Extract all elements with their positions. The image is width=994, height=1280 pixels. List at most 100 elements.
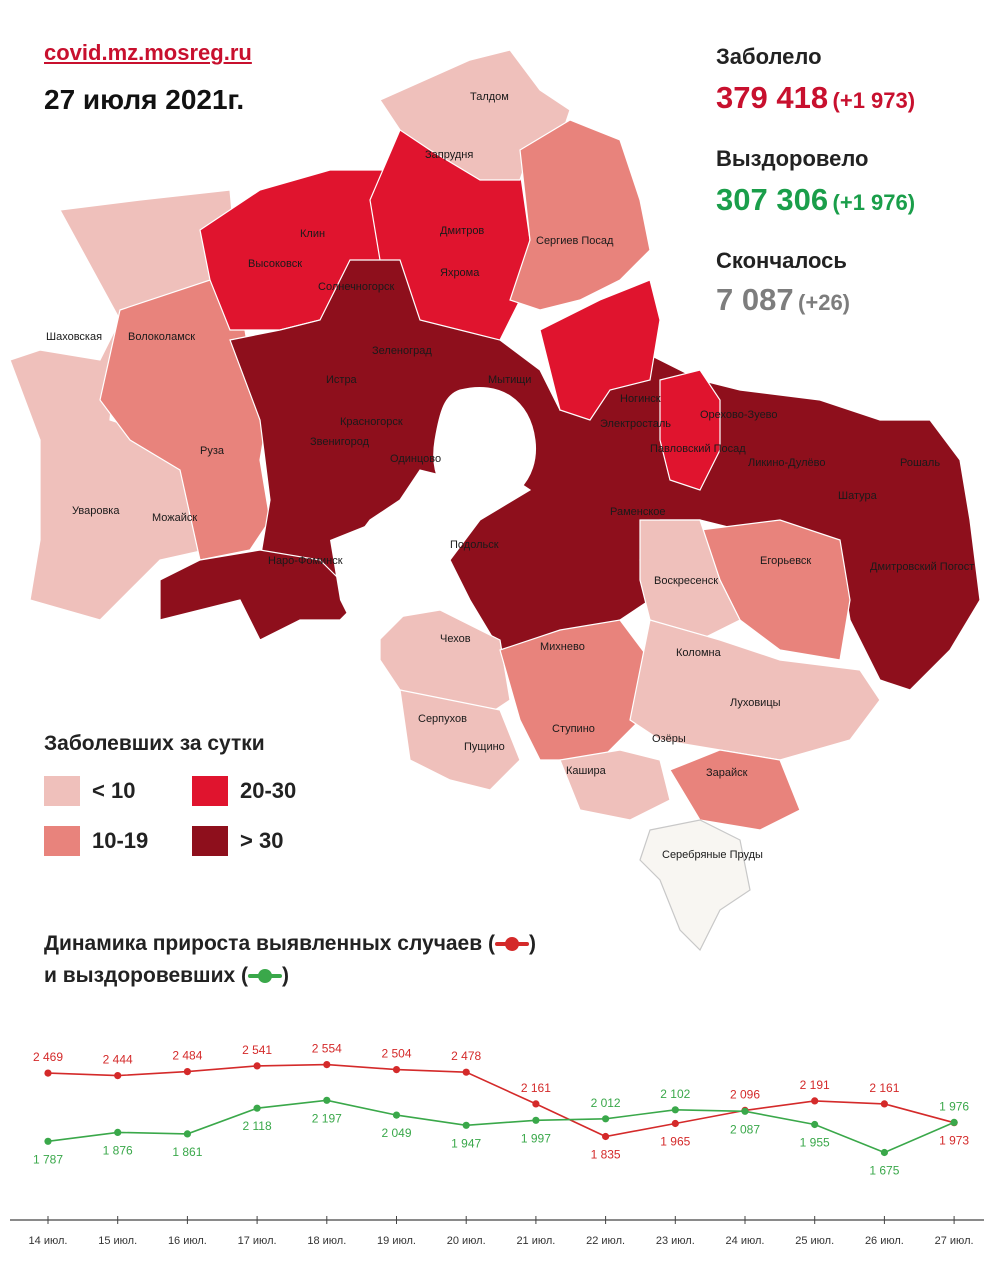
cases-point bbox=[880, 1100, 889, 1108]
legend-swatch-20-30 bbox=[192, 776, 228, 806]
cases-data-label: 2 504 bbox=[381, 1047, 411, 1061]
x-tick-label: 14 июл. bbox=[29, 1235, 68, 1247]
city-label: Рошаль bbox=[900, 457, 940, 469]
cases-data-label: 2 554 bbox=[312, 1042, 342, 1056]
region-serebryanye-prudy bbox=[639, 819, 751, 952]
cases-point bbox=[602, 1132, 610, 1141]
x-tick-label: 19 июл. bbox=[377, 1235, 416, 1247]
cases-data-label: 2 484 bbox=[172, 1049, 202, 1063]
legend-swatch-10-19 bbox=[44, 826, 80, 856]
city-label: Серебряные Пруды bbox=[662, 849, 763, 861]
recovered-data-label: 1 876 bbox=[103, 1143, 133, 1157]
cases-point bbox=[392, 1066, 401, 1074]
recovered-data-label: 2 197 bbox=[312, 1111, 342, 1125]
city-label: Орехово-Зуево bbox=[700, 409, 778, 421]
recovered-point bbox=[462, 1121, 470, 1129]
x-tick-label: 24 июл. bbox=[726, 1235, 765, 1247]
recovered-point bbox=[253, 1104, 261, 1112]
region-sergiev bbox=[509, 119, 651, 311]
recovered-delta: (+1 976) bbox=[832, 190, 916, 215]
city-label: Сергиев Посад bbox=[536, 235, 614, 247]
x-tick-label: 22 июл. bbox=[586, 1235, 625, 1247]
dynamics-title-text2: и выздоровевших ( bbox=[44, 964, 248, 987]
recovered-data-label: 1 997 bbox=[521, 1131, 551, 1145]
cases-point bbox=[114, 1072, 122, 1080]
recovered-point bbox=[880, 1148, 889, 1157]
city-label: Электросталь bbox=[600, 418, 671, 430]
legend-label-lt10: < 10 bbox=[92, 778, 136, 803]
region-voskresensk bbox=[639, 519, 741, 641]
x-tick-label: 27 июл. bbox=[935, 1235, 974, 1247]
city-label: Дмитровский Погост bbox=[870, 561, 974, 573]
city-label: Талдом bbox=[470, 91, 509, 103]
region-kolomna bbox=[629, 619, 881, 761]
recovered-point bbox=[323, 1096, 331, 1104]
city-label: Подольск bbox=[450, 539, 499, 551]
dynamics-title-text1: Динамика прироста выявленных случаев ( bbox=[44, 932, 495, 955]
cases-data-label: 2 161 bbox=[869, 1081, 899, 1095]
city-label: Раменское bbox=[610, 506, 666, 518]
recovered-label: Выздоровело bbox=[716, 146, 869, 171]
dynamics-chart: 14 июл. 15 июл. 16 июл. 17 июл. 18 июл. 19 ию… bbox=[10, 1042, 984, 1247]
recovered-data-label: 2 118 bbox=[243, 1119, 272, 1133]
cases-point bbox=[183, 1068, 191, 1076]
city-label: Звенигород bbox=[310, 436, 370, 448]
recovered-point bbox=[811, 1120, 819, 1129]
recovered-point bbox=[950, 1118, 958, 1126]
recovered-point bbox=[114, 1128, 122, 1136]
cases-data-label: 1 965 bbox=[660, 1135, 690, 1149]
city-label: Коломна bbox=[676, 647, 722, 659]
city-label: Озёры bbox=[652, 733, 686, 745]
recovered-data-label: 2 087 bbox=[730, 1122, 760, 1136]
sick-stat: 379 418 (+1 973) bbox=[716, 80, 915, 116]
x-tick-label: 17 июл. bbox=[238, 1235, 277, 1247]
x-tick-label: 26 июл. bbox=[865, 1235, 904, 1247]
x-tick-label: 18 июл. bbox=[307, 1235, 346, 1247]
recovered-data-label: 1 861 bbox=[172, 1145, 202, 1159]
sick-label: Заболело bbox=[716, 44, 822, 69]
city-label: Уваровка bbox=[72, 505, 120, 517]
city-label: Ногинск bbox=[620, 393, 661, 405]
dynamics-title-close1: ) bbox=[528, 932, 536, 955]
moscow-city-area bbox=[433, 386, 537, 507]
city-labels: Талдом Запрудня Клин Высоковск Дмитров Я… bbox=[46, 91, 974, 861]
legend-swatch-lt10 bbox=[44, 776, 80, 806]
recovered-data-label: 1 675 bbox=[869, 1164, 899, 1178]
city-label: Солнечногорск bbox=[318, 281, 394, 293]
cases-data-label: 2 096 bbox=[730, 1087, 760, 1101]
recovered-value: 307 306 bbox=[716, 182, 829, 217]
dynamics-title-line2: и выздоровевших () bbox=[44, 964, 289, 988]
dynamics-title-close2: ) bbox=[281, 964, 289, 987]
dynamics-title-line1: Динамика прироста выявленных случаев () bbox=[44, 932, 536, 956]
recovered-data-label: 1 787 bbox=[33, 1152, 63, 1166]
cases-marker-icon bbox=[494, 937, 529, 952]
city-label: Кашира bbox=[566, 765, 607, 777]
city-label: Высоковск bbox=[248, 258, 302, 270]
city-label: Клин bbox=[300, 228, 325, 240]
city-label: Луховицы bbox=[730, 697, 781, 709]
city-label: Истра bbox=[326, 374, 358, 386]
city-label: Егорьевск bbox=[760, 555, 811, 567]
cases-data-label: 1 973 bbox=[939, 1134, 969, 1148]
region-kashira bbox=[559, 749, 671, 821]
recovered-data-label: 2 049 bbox=[381, 1126, 411, 1140]
city-label: Яхрома bbox=[440, 267, 480, 279]
city-label: Пущино bbox=[464, 741, 505, 753]
site-link[interactable]: covid.mz.mosreg.ru bbox=[44, 40, 252, 65]
died-value: 7 087 bbox=[716, 282, 794, 317]
recovered-data-label: 2 012 bbox=[591, 1096, 621, 1110]
legend-title: Заболевших за сутки bbox=[44, 732, 265, 755]
x-tick-label: 21 июл. bbox=[516, 1235, 555, 1247]
cases-point bbox=[44, 1069, 52, 1077]
city-label: Мытищи bbox=[488, 374, 531, 386]
recovered-data-label: 2 102 bbox=[660, 1087, 690, 1101]
cases-data-label: 1 835 bbox=[591, 1148, 621, 1162]
cases-data-label: 2 541 bbox=[242, 1043, 272, 1057]
city-label: Наро-Фоминск bbox=[268, 555, 343, 567]
report-date: 27 июля 2021г. bbox=[44, 84, 245, 115]
sick-value: 379 418 bbox=[716, 80, 829, 115]
died-label: Скончалось bbox=[716, 248, 847, 273]
recovered-point bbox=[532, 1116, 540, 1124]
region-map: Талдом Запрудня Клин Высоковск Дмитров Я… bbox=[9, 49, 981, 952]
cases-data-label: 2 161 bbox=[521, 1081, 551, 1095]
